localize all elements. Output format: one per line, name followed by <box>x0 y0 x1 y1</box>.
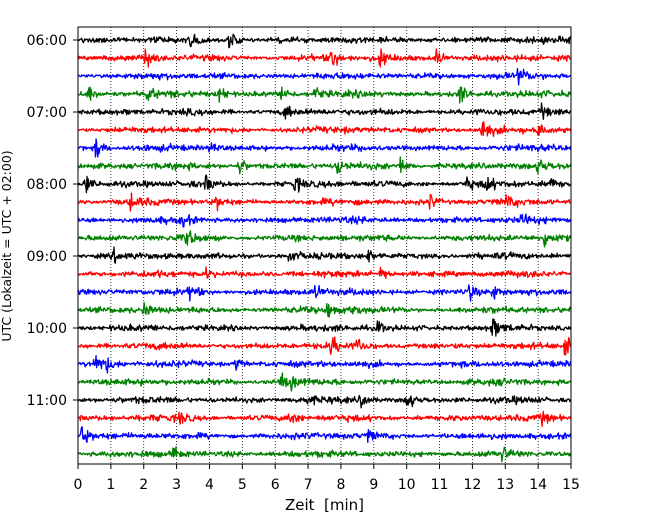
trace-1045 <box>77 372 572 392</box>
trace-0615 <box>77 48 572 68</box>
x-tick-label: 1 <box>106 477 115 493</box>
x-tick-label: 5 <box>238 477 247 493</box>
x-tick-label: 14 <box>529 477 547 493</box>
trace-0730 <box>77 138 572 158</box>
x-tick-label: 0 <box>74 477 83 493</box>
trace-0930 <box>77 284 572 302</box>
x-tick-label: 6 <box>271 477 280 493</box>
x-tick-label: 10 <box>398 477 416 493</box>
y-tick-label: 07:00 <box>27 105 67 121</box>
x-tick-label: 13 <box>496 477 514 493</box>
trace-1130 <box>77 426 572 444</box>
trace-0945 <box>77 302 572 318</box>
trace-0630 <box>77 67 572 86</box>
x-tick-label: 4 <box>205 477 214 493</box>
trace-1015 <box>77 336 572 356</box>
trace-1100 <box>77 394 572 409</box>
x-tick-label: 9 <box>369 477 378 493</box>
trace-0645 <box>77 86 572 104</box>
trace-0745 <box>77 156 572 175</box>
trace-0900 <box>77 246 572 264</box>
y-tick-label: 08:00 <box>27 177 67 193</box>
trace-0600 <box>77 33 572 49</box>
x-tick-label: 2 <box>139 477 148 493</box>
trace-0815 <box>77 192 572 212</box>
trace-1145 <box>77 446 572 463</box>
trace-1030 <box>77 355 572 374</box>
x-tick-label: 8 <box>336 477 345 493</box>
y-tick-label: 11:00 <box>27 393 67 409</box>
trace-0830 <box>77 213 572 228</box>
trace-0915 <box>77 266 572 279</box>
y-tick-label: 06:00 <box>27 33 67 49</box>
x-axis-ticks: 0 1 2 3 4 5 6 7 8 9 10 11 12 13 14 15 <box>74 464 580 493</box>
trace-0800 <box>77 174 572 194</box>
trace-1115 <box>77 410 572 428</box>
x-tick-label: 12 <box>463 477 481 493</box>
x-tick-label: 15 <box>562 477 580 493</box>
plot-frame <box>77 26 572 465</box>
seismic-traces <box>77 33 572 463</box>
trace-1000 <box>77 318 572 337</box>
x-tick-label: 7 <box>304 477 313 493</box>
x-axis-label: Zeit [min] <box>285 496 364 514</box>
trace-0700 <box>77 102 572 120</box>
vertical-grid-lines <box>110 27 539 464</box>
x-tick-label: 11 <box>431 477 449 493</box>
trace-0845 <box>77 230 572 248</box>
x-tick-label: 3 <box>172 477 181 493</box>
trace-0715 <box>77 121 572 138</box>
y-tick-label: 09:00 <box>27 249 67 265</box>
y-tick-label: 10:00 <box>27 321 67 337</box>
y-axis-label: UTC (Lokalzeit = UTC + 02:00) <box>0 150 14 341</box>
y-axis-ticks: 06:00 07:00 08:00 09:00 10:00 11:00 <box>27 33 78 409</box>
